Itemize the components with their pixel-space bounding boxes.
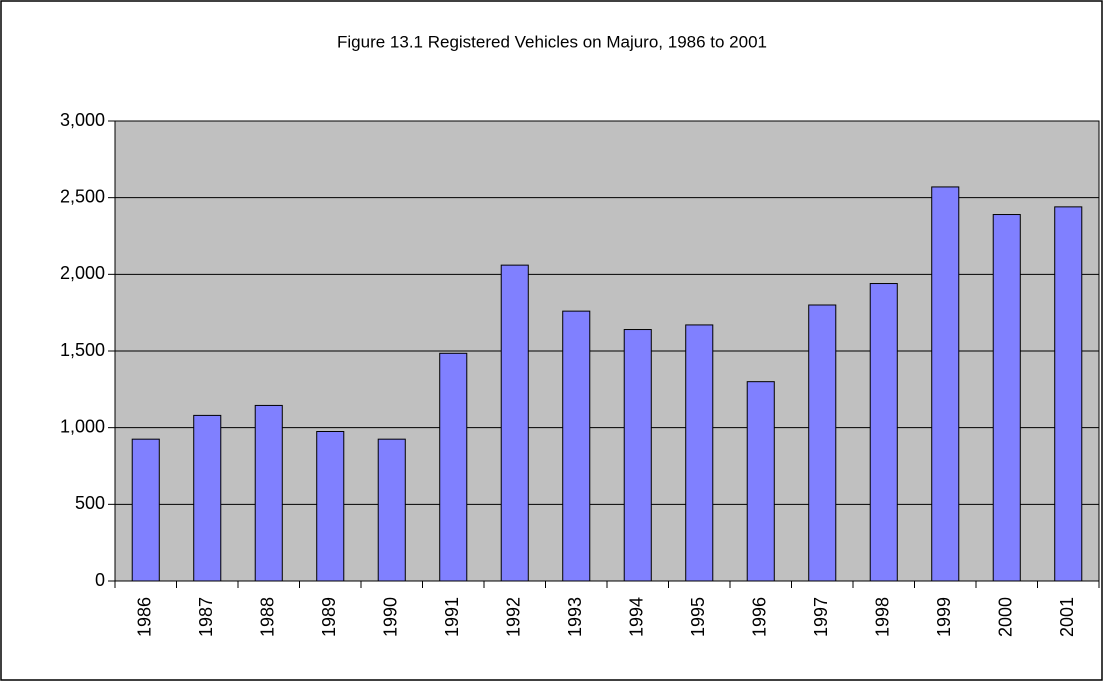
y-tick-label: 2,500 xyxy=(60,186,105,206)
bar xyxy=(439,352,468,582)
x-tick-label: 2001 xyxy=(1057,597,1077,637)
y-tick-label: 500 xyxy=(75,493,105,513)
bar xyxy=(193,414,222,582)
y-tick-label: 0 xyxy=(95,570,105,590)
x-tick-label: 1996 xyxy=(750,597,770,637)
y-tick-label: 3,000 xyxy=(60,110,105,130)
x-tick-label: 1995 xyxy=(688,597,708,637)
y-tick-label: 2,000 xyxy=(60,263,105,283)
x-tick-label: 1997 xyxy=(811,597,831,637)
bar xyxy=(500,264,529,582)
bar xyxy=(131,438,160,582)
x-tick-label: 1998 xyxy=(873,597,893,637)
bar xyxy=(377,438,406,582)
bar xyxy=(746,381,775,582)
x-tick-label: 1994 xyxy=(627,597,647,637)
x-tick-label: 1991 xyxy=(442,597,462,637)
bar xyxy=(316,431,345,582)
x-tick-label: 1986 xyxy=(135,597,155,637)
x-tick-label: 1987 xyxy=(196,597,216,637)
bar xyxy=(869,283,898,582)
x-tick-label: 1992 xyxy=(504,597,524,637)
bar xyxy=(685,324,714,582)
bar xyxy=(808,304,837,582)
x-tick-label: 1999 xyxy=(934,597,954,637)
bar xyxy=(992,214,1021,582)
x-tick-label: 1988 xyxy=(258,597,278,637)
bar xyxy=(623,329,652,582)
x-tick-label: 1990 xyxy=(381,597,401,637)
bar xyxy=(562,310,591,582)
chart-title: Figure 13.1 Registered Vehicles on Majur… xyxy=(337,32,767,51)
bar xyxy=(254,404,283,582)
x-tick-label: 1989 xyxy=(319,597,339,637)
bar xyxy=(1054,206,1083,582)
y-tick-label: 1,500 xyxy=(60,340,105,360)
bar xyxy=(931,186,960,582)
y-tick-label: 1,000 xyxy=(60,416,105,436)
x-tick-label: 1993 xyxy=(565,597,585,637)
x-tick-label: 2000 xyxy=(996,597,1016,637)
